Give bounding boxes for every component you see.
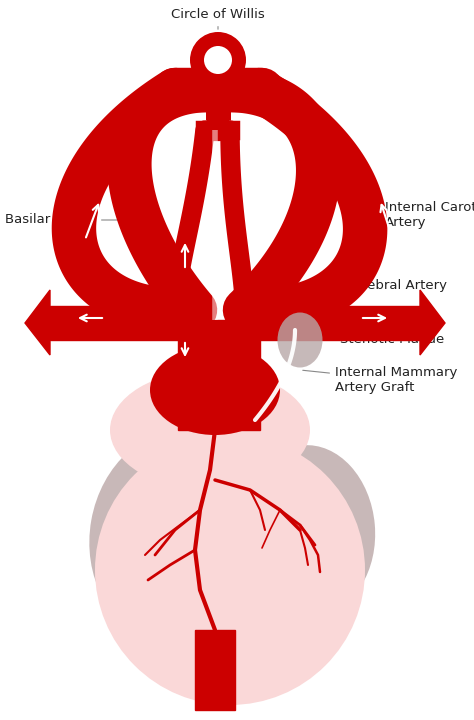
Polygon shape — [25, 290, 50, 355]
Ellipse shape — [89, 431, 261, 639]
Polygon shape — [50, 306, 200, 340]
Ellipse shape — [95, 435, 365, 705]
Ellipse shape — [277, 312, 322, 367]
Text: Basilar Artery: Basilar Artery — [5, 214, 117, 227]
Polygon shape — [178, 320, 260, 430]
Text: Internal Carotid
Artery: Internal Carotid Artery — [375, 201, 474, 229]
Polygon shape — [420, 290, 445, 355]
Text: Stenotic Plaque: Stenotic Plaque — [313, 333, 444, 346]
Circle shape — [190, 32, 246, 88]
Ellipse shape — [150, 345, 280, 435]
Polygon shape — [175, 600, 255, 680]
Circle shape — [204, 46, 232, 74]
Polygon shape — [238, 306, 420, 340]
Text: Circle of Willis: Circle of Willis — [171, 8, 265, 30]
Text: Internal Mammary
Artery Graft: Internal Mammary Artery Graft — [303, 366, 457, 394]
Ellipse shape — [110, 370, 310, 490]
Polygon shape — [195, 630, 235, 710]
Text: Vertebral Artery: Vertebral Artery — [323, 279, 447, 292]
Ellipse shape — [245, 445, 375, 615]
